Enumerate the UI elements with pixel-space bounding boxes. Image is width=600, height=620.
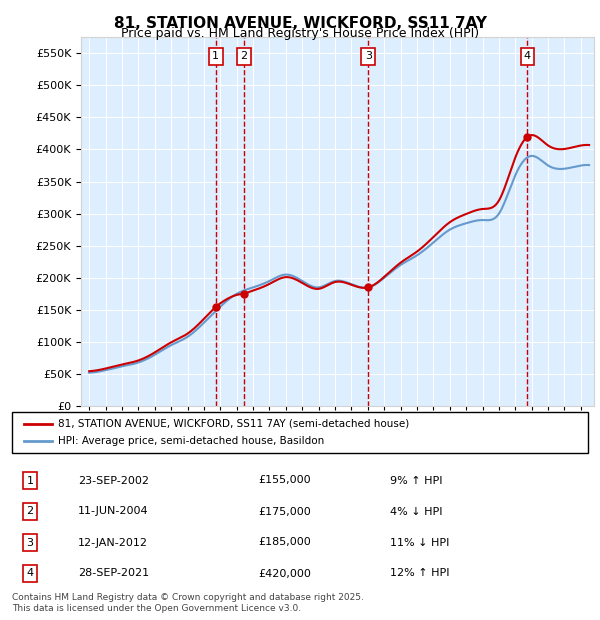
Text: Contains HM Land Registry data © Crown copyright and database right 2025.
This d: Contains HM Land Registry data © Crown c… — [12, 593, 364, 613]
Text: 4: 4 — [26, 569, 34, 578]
Text: HPI: Average price, semi-detached house, Basildon: HPI: Average price, semi-detached house,… — [58, 436, 325, 446]
Text: 12% ↑ HPI: 12% ↑ HPI — [390, 569, 449, 578]
Text: 2: 2 — [26, 507, 34, 516]
Text: £155,000: £155,000 — [258, 476, 311, 485]
Text: 23-SEP-2002: 23-SEP-2002 — [78, 476, 149, 485]
Text: 11-JUN-2004: 11-JUN-2004 — [78, 507, 149, 516]
Text: 4: 4 — [524, 51, 531, 61]
Text: 1: 1 — [212, 51, 219, 61]
Text: 4% ↓ HPI: 4% ↓ HPI — [390, 507, 443, 516]
Text: 1: 1 — [26, 476, 34, 485]
Text: 3: 3 — [26, 538, 34, 547]
Text: 3: 3 — [365, 51, 372, 61]
FancyBboxPatch shape — [12, 412, 588, 453]
Text: 81, STATION AVENUE, WICKFORD, SS11 7AY: 81, STATION AVENUE, WICKFORD, SS11 7AY — [113, 16, 487, 30]
Text: 11% ↓ HPI: 11% ↓ HPI — [390, 538, 449, 547]
Text: 12-JAN-2012: 12-JAN-2012 — [78, 538, 148, 547]
Text: 9% ↑ HPI: 9% ↑ HPI — [390, 476, 443, 485]
Text: Price paid vs. HM Land Registry's House Price Index (HPI): Price paid vs. HM Land Registry's House … — [121, 27, 479, 40]
Text: £420,000: £420,000 — [258, 569, 311, 578]
Text: 2: 2 — [241, 51, 247, 61]
Text: £175,000: £175,000 — [258, 507, 311, 516]
Text: 81, STATION AVENUE, WICKFORD, SS11 7AY (semi-detached house): 81, STATION AVENUE, WICKFORD, SS11 7AY (… — [58, 418, 409, 428]
Text: £185,000: £185,000 — [258, 538, 311, 547]
Text: 28-SEP-2021: 28-SEP-2021 — [78, 569, 149, 578]
